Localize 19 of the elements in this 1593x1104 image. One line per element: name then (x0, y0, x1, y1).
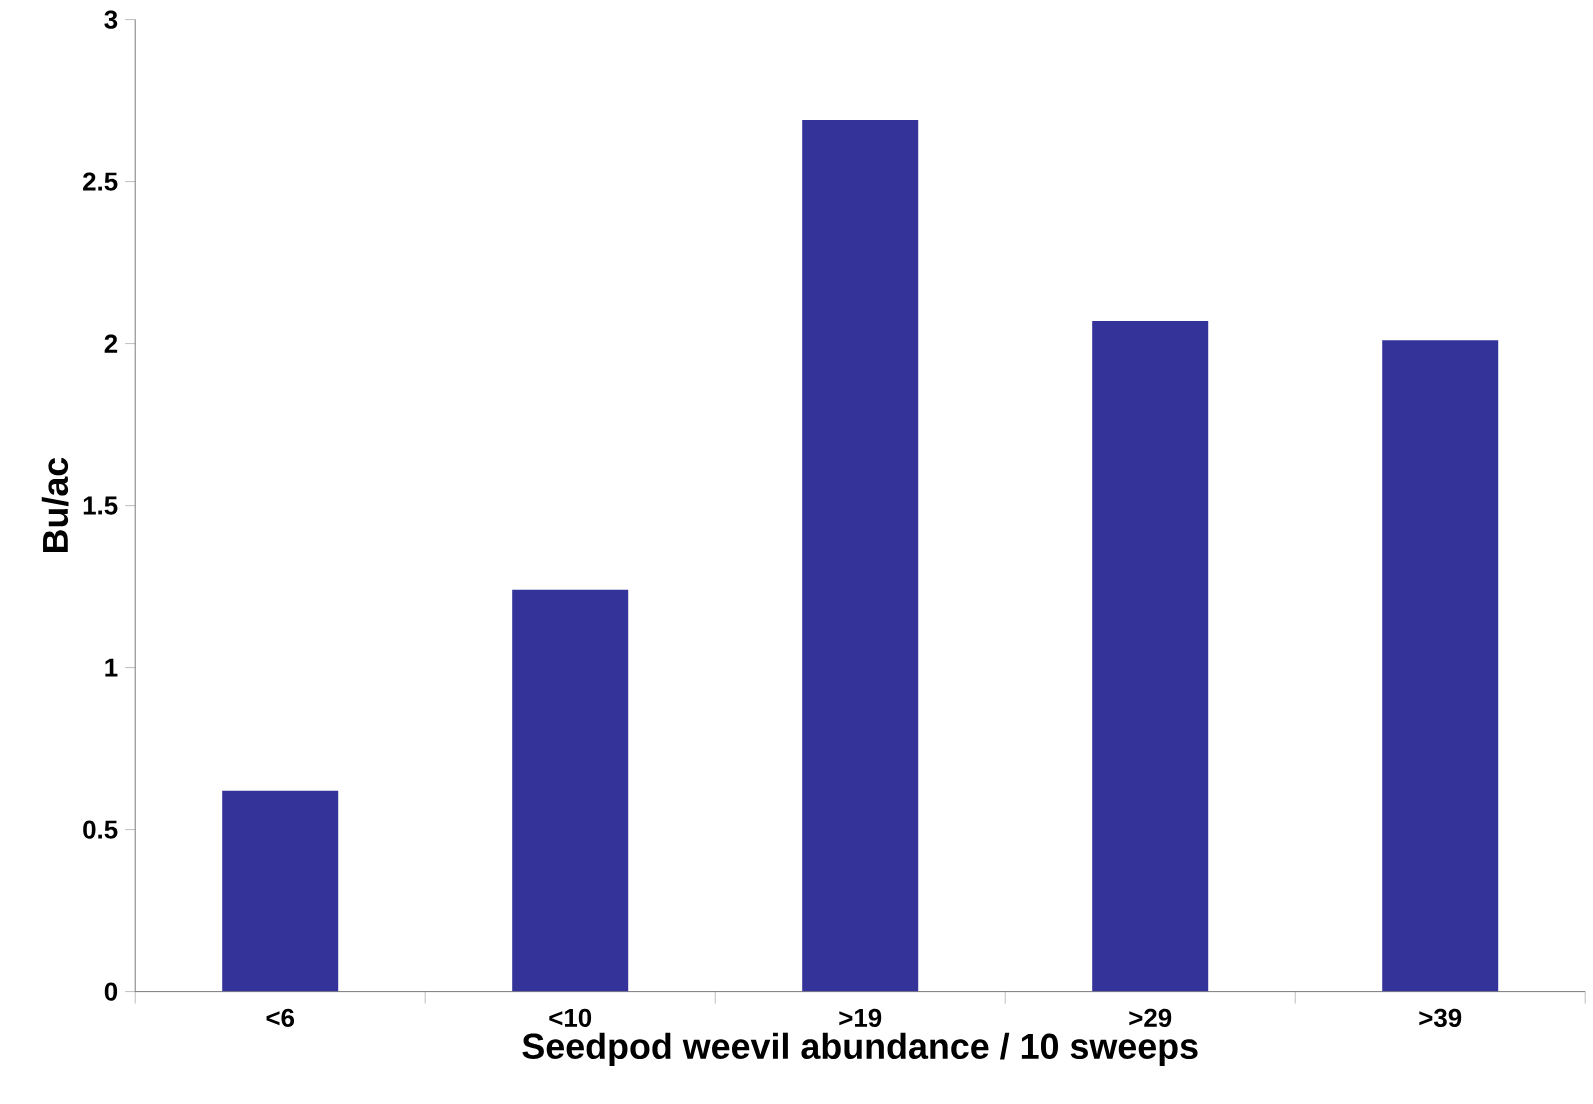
x-tick-label: <10 (549, 1008, 592, 1027)
y-tick-label: 2.5 (83, 172, 118, 191)
y-tick-label: 1.5 (83, 496, 118, 515)
x-axis-title: Seedpod weevil abundance / 10 sweeps (522, 1032, 1198, 1067)
bar (802, 120, 919, 992)
bar (1382, 340, 1499, 992)
y-tick-label: 0 (104, 982, 118, 1001)
x-tick-label: <6 (266, 1008, 295, 1027)
bar (1092, 320, 1209, 992)
x-tick-label: >29 (1129, 1008, 1172, 1027)
y-tick-label: 2 (104, 334, 118, 353)
y-tick-label: 0.5 (83, 820, 118, 839)
y-tick-label: 1 (105, 658, 118, 677)
y-tick-label: 3 (104, 10, 118, 29)
x-tick-label: >19 (839, 1008, 882, 1027)
y-axis-title: Bu/ac (41, 457, 69, 553)
bar (222, 790, 339, 992)
x-tick-label: >39 (1419, 1008, 1462, 1028)
bar (512, 589, 629, 992)
